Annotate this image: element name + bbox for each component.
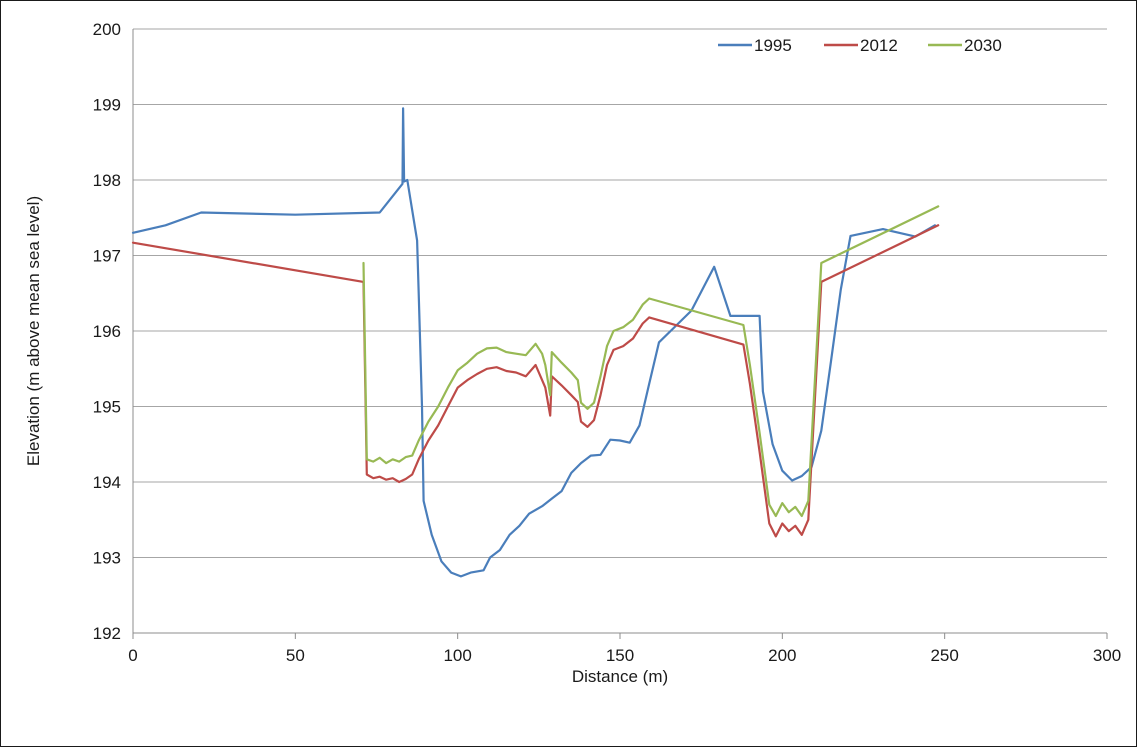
x-tick-label: 250	[930, 646, 958, 665]
y-tick-label: 198	[93, 171, 121, 190]
legend-label-2012: 2012	[860, 36, 898, 55]
series-line-1995	[131, 107, 936, 578]
series-lines	[131, 107, 940, 578]
x-axis-title: Distance (m)	[572, 667, 668, 686]
axes	[132, 29, 1108, 639]
y-tick-label: 199	[93, 96, 121, 115]
x-tick-label: 150	[606, 646, 634, 665]
x-tick-label: 100	[443, 646, 471, 665]
x-tick-label: 50	[286, 646, 305, 665]
y-tick-label: 197	[93, 247, 121, 266]
x-tick-label: 200	[768, 646, 796, 665]
x-tick-label: 300	[1093, 646, 1121, 665]
y-tick-label: 196	[93, 322, 121, 341]
y-tick-label: 192	[93, 624, 121, 643]
y-tick-label: 200	[93, 20, 121, 39]
series-line-2012	[131, 224, 940, 538]
y-tick-label: 195	[93, 398, 121, 417]
y-tick-label: 193	[93, 549, 121, 568]
legend-label-2030: 2030	[964, 36, 1002, 55]
legend-label-1995: 1995	[754, 36, 792, 55]
tick-labels: 192 193 194 195 196 197 198 199 200 0 50 100 150 200 2…	[93, 20, 1122, 665]
y-axis-title: Elevation (m above mean sea level)	[24, 196, 43, 466]
legend: 1995 2012 2030	[718, 36, 1002, 55]
y-tick-label: 194	[93, 473, 121, 492]
gridlines	[133, 28, 1107, 558]
x-tick-label: 0	[128, 646, 137, 665]
series-line-2030	[362, 205, 940, 518]
